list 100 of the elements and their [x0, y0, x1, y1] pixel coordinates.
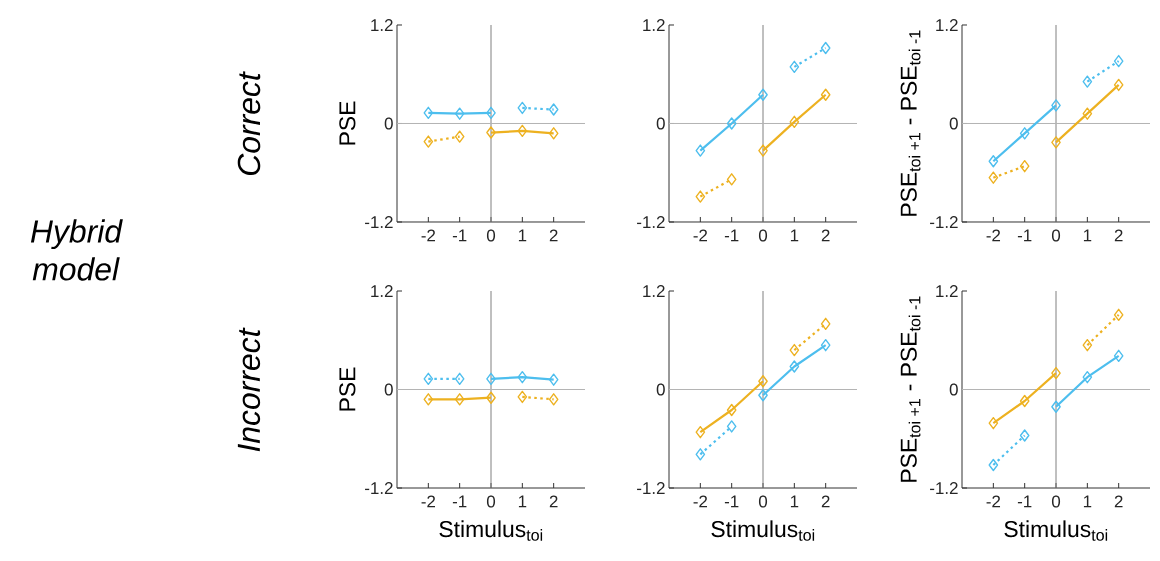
- point: [789, 115, 800, 129]
- text: Incorrect: [237, 327, 261, 452]
- point: [1082, 370, 1093, 384]
- y-tick-label: -1.2: [637, 482, 665, 494]
- y-tick-label: -1.2: [637, 216, 665, 228]
- x-tick-label: 2: [549, 229, 558, 242]
- x-tick-label: -1: [1017, 229, 1032, 242]
- x-axis-title: Stimulus$_{toi}$: [439, 520, 543, 541]
- point: [820, 338, 831, 352]
- point: [726, 173, 737, 186]
- y-tick-label: 1.2: [936, 285, 958, 297]
- point: [988, 155, 999, 168]
- x-tick-label: 0: [486, 495, 496, 508]
- point: [820, 41, 831, 55]
- point: [820, 88, 831, 101]
- point: [548, 127, 559, 140]
- point: [789, 343, 800, 357]
- point: [758, 375, 768, 388]
- point: [1113, 78, 1124, 92]
- point: [548, 103, 559, 116]
- point: [758, 389, 768, 402]
- x-tick-label: 0: [758, 229, 768, 242]
- point: [548, 393, 559, 406]
- point: [695, 190, 706, 203]
- x-tick-label: -2: [421, 229, 436, 242]
- point: [1082, 338, 1093, 352]
- point: [454, 372, 465, 386]
- point: [1113, 349, 1124, 363]
- x-tick-label: -2: [986, 229, 1001, 242]
- point: [758, 88, 768, 101]
- y-tick-label: 0: [656, 383, 665, 396]
- point: [1019, 127, 1030, 140]
- y-axis-title: PSE: [339, 101, 356, 145]
- x-tick-label: 1: [1083, 495, 1092, 508]
- y-tick-label: 1.2: [643, 19, 665, 31]
- point: [423, 393, 434, 406]
- point: [695, 448, 706, 461]
- point: [454, 107, 465, 120]
- point: [454, 130, 465, 143]
- x-tick-label: 2: [549, 495, 558, 508]
- x-tick-label: -2: [693, 495, 708, 508]
- x-tick-label: -1: [724, 229, 739, 242]
- point: [423, 372, 434, 386]
- x-tick-label: -1: [452, 495, 467, 508]
- x-tick-label: 1: [518, 229, 527, 242]
- point: [548, 373, 559, 386]
- y-tick-label: 0: [949, 117, 958, 130]
- y-tick-label: 1.2: [936, 19, 958, 31]
- x-tick-label: 0: [758, 495, 768, 508]
- y-tick-label: 1.2: [371, 285, 393, 297]
- point: [1019, 429, 1030, 442]
- point: [454, 393, 465, 406]
- y-tick-label: 1.2: [371, 19, 393, 31]
- y-axis-title: PSE: [339, 367, 356, 411]
- x-tick-label: -1: [452, 229, 467, 242]
- x-tick-label: 2: [1114, 495, 1123, 508]
- point: [1051, 400, 1061, 413]
- x-axis-title: Stimulus$_{toi}$: [1004, 520, 1108, 541]
- point: [789, 60, 800, 74]
- point: [517, 101, 528, 115]
- point: [695, 144, 706, 157]
- x-tick-label: -1: [724, 495, 739, 508]
- point: [695, 425, 706, 439]
- text: Correct: [237, 71, 261, 176]
- x-tick-label: -2: [421, 495, 436, 508]
- x-tick-label: 0: [1051, 495, 1061, 508]
- x-tick-label: 2: [821, 495, 830, 508]
- y-tick-label: -1.2: [930, 482, 958, 494]
- point: [726, 117, 737, 130]
- x-tick-label: -1: [1017, 495, 1032, 508]
- x-tick-label: 2: [1114, 229, 1123, 242]
- point: [758, 144, 768, 157]
- point: [820, 317, 831, 331]
- point: [1082, 107, 1093, 120]
- y-tick-label: 1.2: [643, 285, 665, 297]
- y-tick-label: 0: [656, 117, 665, 130]
- x-tick-label: 1: [1083, 229, 1092, 242]
- point: [1113, 308, 1124, 321]
- x-tick-label: 0: [486, 229, 496, 242]
- y-tick-label: 0: [384, 117, 393, 130]
- x-axis-title: Stimulus$_{toi}$: [711, 520, 815, 541]
- point: [988, 416, 999, 430]
- point: [486, 391, 496, 404]
- point: [517, 370, 528, 384]
- point: [1019, 159, 1030, 173]
- point: [423, 135, 434, 148]
- y-tick-label: 0: [949, 383, 958, 396]
- y-axis-title: PSE$_{toi +1}$ - PSE$_{toi -1}$: [900, 296, 921, 482]
- point: [517, 390, 528, 404]
- x-tick-label: 1: [790, 229, 799, 242]
- y-tick-label: -1.2: [365, 216, 393, 228]
- point: [726, 420, 737, 433]
- point: [988, 171, 999, 184]
- point: [423, 106, 434, 120]
- point: [486, 106, 496, 120]
- point: [1051, 366, 1061, 380]
- point: [789, 360, 800, 373]
- x-tick-label: 0: [1051, 229, 1061, 242]
- x-tick-label: 1: [790, 495, 799, 508]
- point: [988, 458, 999, 472]
